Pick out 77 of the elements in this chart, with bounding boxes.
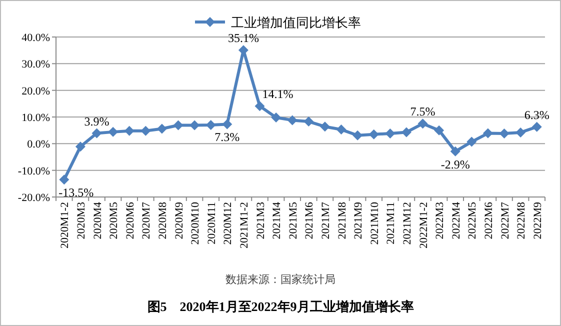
x-tick-label: 2021M4 <box>271 202 284 240</box>
point <box>140 126 151 136</box>
x-tick-label: 2022M4 <box>450 202 462 240</box>
x-tick-label: 2020M1-2 <box>59 202 72 248</box>
x-tick-label: 2022M8 <box>516 202 528 240</box>
point <box>156 124 167 134</box>
point <box>287 115 298 126</box>
point <box>532 122 542 132</box>
x-tick-label: 2021M6 <box>304 202 316 240</box>
point <box>206 120 216 130</box>
point <box>320 122 330 132</box>
x-tick-label: 2022M1-2 <box>418 202 430 248</box>
point <box>190 120 200 130</box>
point <box>385 128 396 139</box>
data-label: 3.9% <box>84 114 110 128</box>
point <box>124 126 134 136</box>
x-tick-label: 2020M11 <box>206 202 218 244</box>
x-tick-label: 2020M10 <box>190 202 202 245</box>
data-label: -13.5% <box>58 186 94 200</box>
data-label: 7.3% <box>214 130 240 144</box>
x-tick-label: 2022M7 <box>499 202 512 240</box>
y-tick-label: 30.0% <box>22 58 50 71</box>
x-tick-label: 2020M8 <box>156 202 169 240</box>
point <box>254 101 265 112</box>
point <box>516 127 526 138</box>
x-tick-label: 2021M7 <box>320 202 332 240</box>
y-tick-label: 20.0% <box>22 85 50 98</box>
point <box>336 124 346 135</box>
y-tick-label: 40.0% <box>22 32 50 44</box>
point <box>59 174 70 185</box>
point <box>352 130 363 140</box>
x-tick-label: 2022M3 <box>434 202 446 240</box>
x-tick-label: 2020M7 <box>140 202 153 240</box>
x-tick-label: 2021M10 <box>368 202 381 245</box>
x-tick-label: 2022M6 <box>482 202 495 240</box>
point <box>482 128 493 138</box>
point <box>108 126 118 137</box>
point <box>434 125 444 136</box>
x-tick-label: 2021M11 <box>385 202 398 244</box>
source-note: 数据来源：国家统计局 <box>226 273 336 286</box>
y-tick-label: 0.0% <box>27 138 50 151</box>
point <box>92 128 102 138</box>
x-tick-label: 2020M12 <box>222 202 234 245</box>
point <box>75 142 86 152</box>
data-label: 35.1% <box>228 31 259 46</box>
x-tick-label: 2020M9 <box>173 202 186 240</box>
x-tick-label: 2020M6 <box>124 202 136 240</box>
data-label: -2.9% <box>440 157 470 172</box>
x-tick-label: 2020M3 <box>75 202 88 240</box>
point <box>418 118 428 129</box>
point <box>466 136 477 147</box>
point <box>304 116 314 127</box>
x-tick-label: 2021M3 <box>254 202 267 240</box>
point <box>401 127 412 138</box>
point <box>368 129 379 140</box>
x-tick-label: 2022M9 <box>532 202 544 240</box>
x-tick-label: 2020M5 <box>108 202 120 240</box>
x-tick-label: 2021M1-2 <box>238 202 250 248</box>
point <box>450 146 460 156</box>
point <box>271 112 282 123</box>
point <box>222 119 232 130</box>
y-tick-label: 10.0% <box>22 112 50 124</box>
point <box>173 120 184 130</box>
x-tick-label: 2020M4 <box>92 202 104 240</box>
data-label: 7.5% <box>410 104 436 119</box>
data-label: 6.3% <box>524 108 550 122</box>
x-tick-label: 2021M8 <box>336 202 348 240</box>
data-label: 14.1% <box>262 87 294 102</box>
x-tick-label: 2021M5 <box>287 202 300 240</box>
legend-label: 工业增加值同比增长率 <box>231 15 361 30</box>
y-tick-label: -20.0% <box>18 192 50 204</box>
point <box>499 128 510 139</box>
y-tick-label: -10.0% <box>18 165 50 178</box>
x-tick-label: 2022M5 <box>466 202 479 240</box>
text: 图5 2020年1月至2022年9月工业增加值增长率 <box>147 299 414 314</box>
x-tick-label: 2021M12 <box>401 202 414 245</box>
x-tick-label: 2021M9 <box>352 202 365 240</box>
